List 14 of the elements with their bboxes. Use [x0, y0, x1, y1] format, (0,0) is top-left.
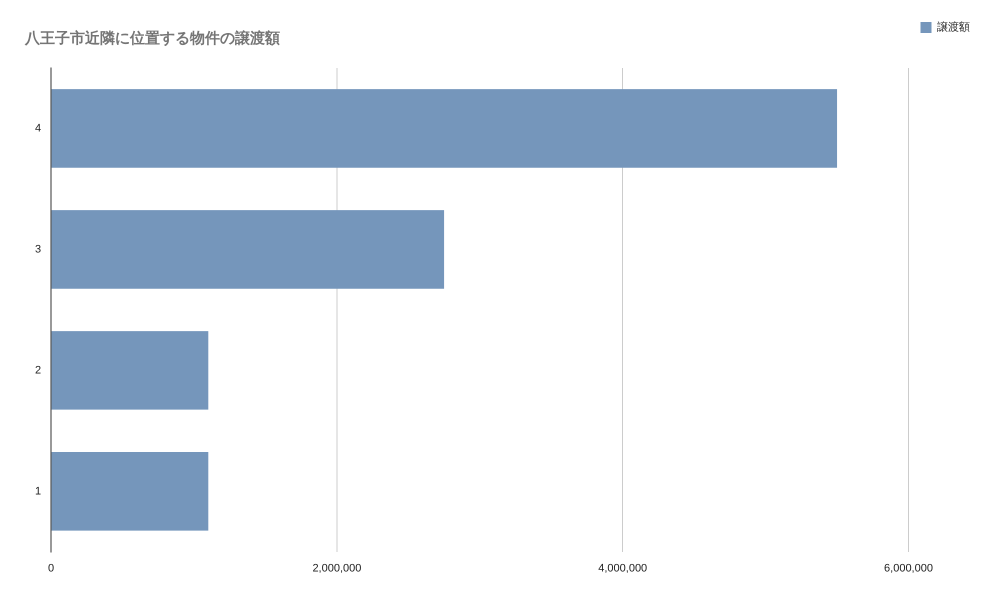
y-tick-label: 2	[34, 364, 42, 376]
x-tick-label: 2,000,000	[312, 562, 362, 574]
x-tick-label: 4,000,000	[598, 562, 648, 574]
bar	[52, 452, 208, 531]
y-tick-label: 3	[34, 243, 42, 256]
bar	[52, 210, 444, 289]
x-tick-label: 6,000,000	[884, 562, 933, 574]
legend-label: 譲渡額	[937, 20, 970, 34]
chart-title: 八王子市近隣に位置する物件の譲渡額	[24, 29, 280, 48]
bar	[52, 331, 208, 410]
bar	[52, 89, 838, 168]
x-tick-label: 0	[48, 562, 54, 574]
y-tick-label: 4	[34, 122, 42, 135]
y-tick-label: 1	[34, 485, 42, 498]
